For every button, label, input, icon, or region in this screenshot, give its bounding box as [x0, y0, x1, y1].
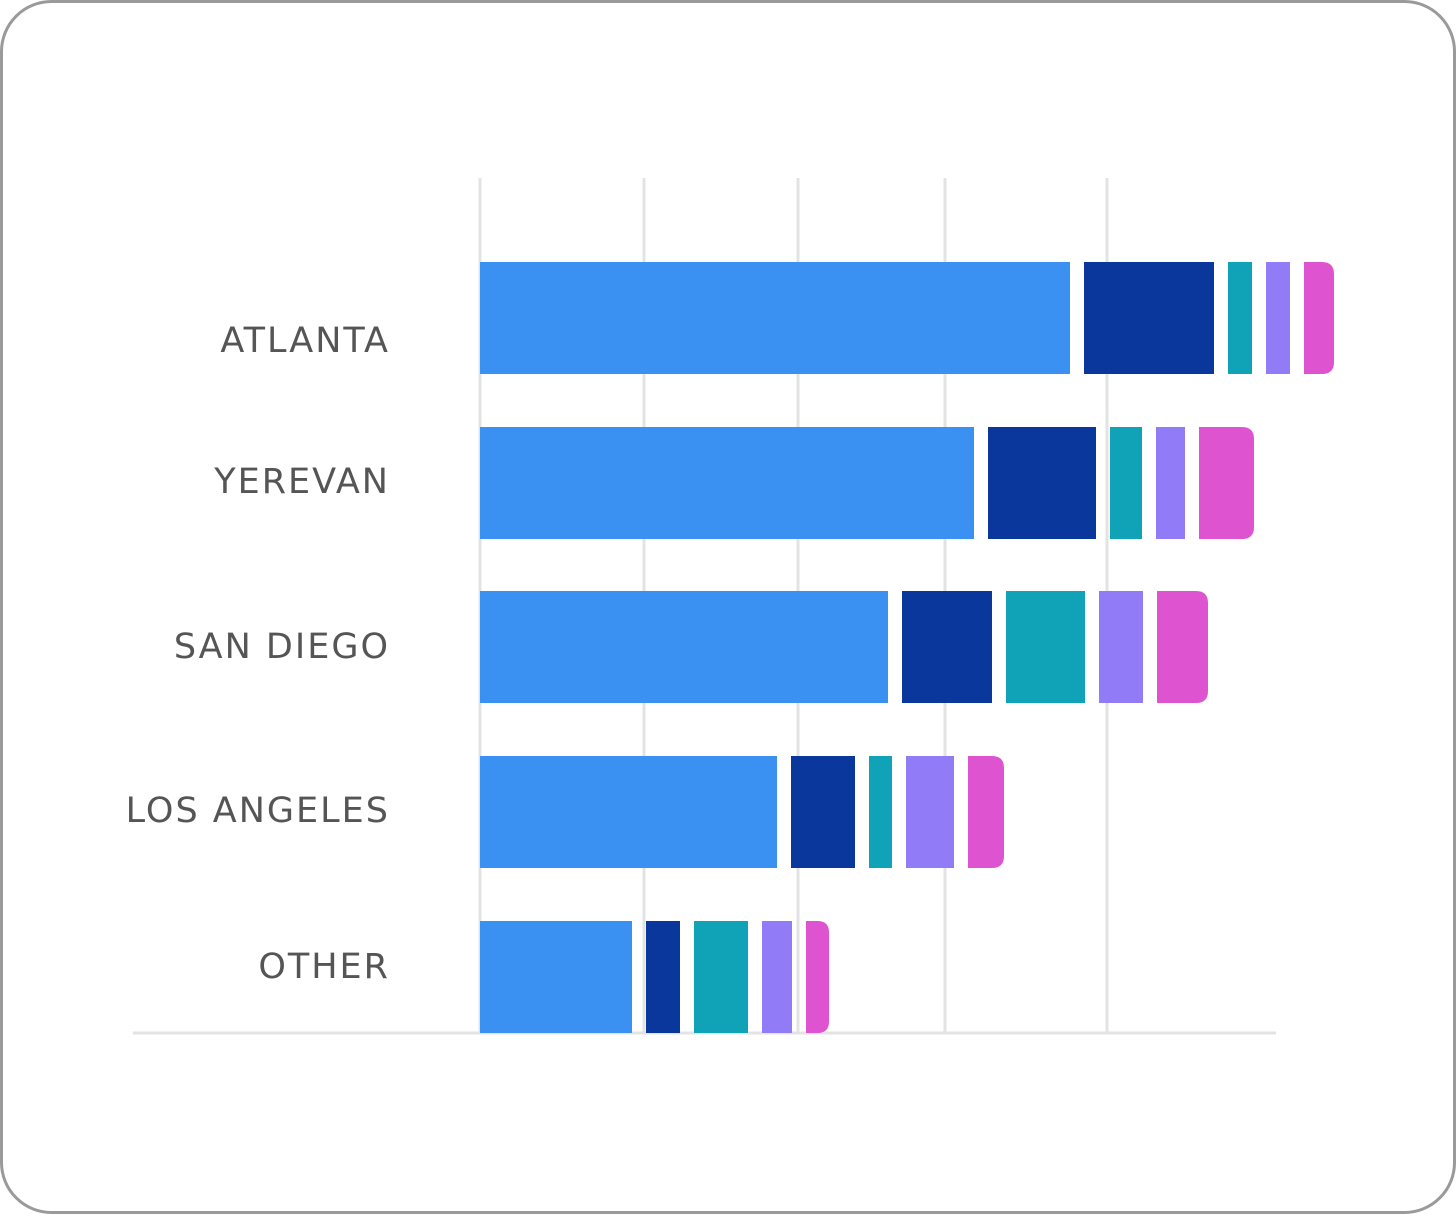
- category-label: YEREVAN: [213, 462, 390, 502]
- bar-segment: [1228, 262, 1252, 374]
- bar-segment: [480, 427, 974, 539]
- bar-segment: [1157, 591, 1208, 703]
- bar-segment: [1006, 591, 1085, 703]
- bar-segment: [1110, 427, 1142, 539]
- bar-segment: [480, 591, 888, 703]
- category-label: ATLANTA: [220, 321, 390, 361]
- bar-segment: [480, 921, 632, 1033]
- category-label: SAN DIEGO: [174, 627, 390, 667]
- bar-segment: [1156, 427, 1185, 539]
- bar-segment: [1266, 262, 1290, 374]
- category-label: LOS ANGELES: [126, 791, 390, 831]
- bar-segment: [968, 756, 1004, 868]
- bar-segment: [694, 921, 748, 1033]
- bar-segment: [1304, 262, 1334, 374]
- bar-segment: [869, 756, 892, 868]
- bar-segment: [1199, 427, 1254, 539]
- bar-segment: [1099, 591, 1143, 703]
- bar-segment: [806, 921, 829, 1033]
- bar-segment: [762, 921, 792, 1033]
- bar-segment: [480, 262, 1070, 374]
- category-label: OTHER: [258, 947, 390, 987]
- bar-segment: [906, 756, 954, 868]
- bar-segment: [480, 756, 777, 868]
- bar-segment: [988, 427, 1096, 539]
- bar-segment: [1084, 262, 1214, 374]
- bar-segment: [902, 591, 992, 703]
- bar-segment: [646, 921, 680, 1033]
- bar-segment: [791, 756, 855, 868]
